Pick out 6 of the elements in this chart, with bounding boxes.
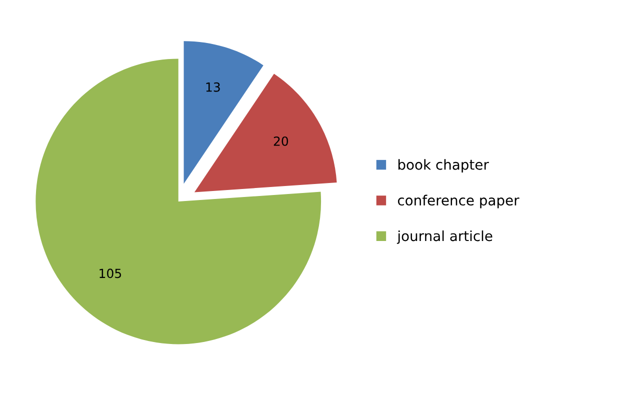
data-label: 13 (206, 82, 220, 92)
legend-label: book chapter (398, 159, 489, 173)
data-label: 20 (274, 136, 288, 146)
legend-label: journal article (396, 230, 492, 244)
data-label: 105 (100, 268, 122, 278)
legend-label: conference paper (398, 194, 520, 208)
